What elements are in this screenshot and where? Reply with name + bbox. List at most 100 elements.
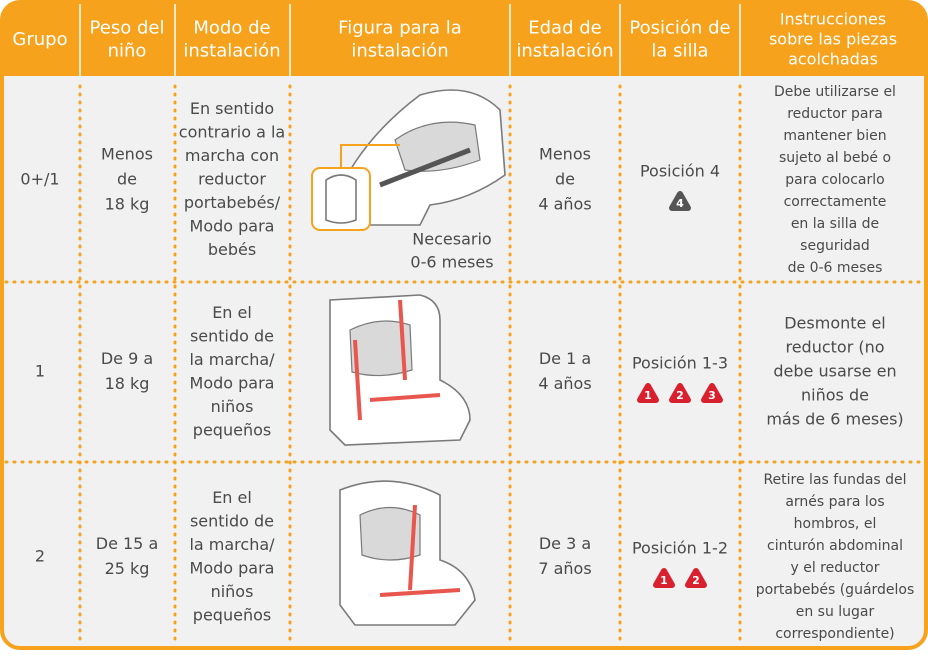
position-badge: 4 (669, 191, 691, 211)
instructions-text: debe usarse en (773, 362, 896, 381)
header-separators (79, 4, 741, 76)
group-text: 2 (35, 547, 45, 566)
position-badge: 2 (685, 568, 707, 588)
header-cell: sobre las piezas (769, 30, 897, 49)
instructions-text: reductor (no (785, 338, 884, 357)
instructions-text: sujeto al bebé o (779, 150, 891, 166)
weight-text: de (117, 170, 137, 189)
badge-number: 1 (644, 389, 652, 402)
mode-text: niños (211, 397, 254, 416)
position-badge: 3 (701, 383, 723, 403)
badge-number: 3 (708, 389, 716, 402)
instructions-text: Desmonte el (784, 314, 886, 333)
instructions-text: y el reductor (790, 560, 879, 576)
weight-text: 18 kg (105, 195, 150, 214)
position-text: Posición 1-3 (632, 354, 728, 373)
header-cell: Grupo (12, 29, 67, 50)
header-cell: Posición de (629, 18, 730, 39)
mode-text: sentido de (190, 511, 274, 530)
instructions-text: correspondiente) (775, 626, 894, 642)
instructions-text: correctamente (784, 194, 887, 210)
header-cell: Modo de (193, 18, 270, 39)
weight-text: 25 kg (105, 559, 150, 578)
age-text: De 1 a (539, 349, 591, 368)
mode-text: niños (211, 582, 254, 601)
badge-number: 1 (660, 574, 668, 587)
instructions-text: niños de (801, 386, 869, 405)
position-badge: 2 (669, 383, 691, 403)
position-text: Posición 4 (640, 162, 720, 181)
header-cell: acolchadas (788, 50, 878, 69)
instructions-text: en la silla de (791, 216, 879, 232)
badge-shape (653, 568, 675, 588)
mode-text: Modo para (190, 217, 275, 236)
header-cell: niño (108, 41, 147, 62)
header-cell: la silla (651, 41, 708, 62)
mode-text: pequeños (193, 605, 271, 624)
figure-caption: 0-6 meses (410, 253, 493, 272)
header-cell: instalación (516, 41, 613, 62)
header-cell: Peso del (90, 18, 165, 39)
instructions-text: en su lugar (796, 604, 875, 620)
instructions-text: portabebés (guárdelos (756, 582, 915, 598)
instructions-text: hombros, el (794, 516, 877, 532)
badge-shape (669, 191, 691, 211)
badge-number: 4 (676, 197, 684, 210)
instructions-text: para colocarlo (785, 172, 884, 188)
instructions-text: seguridad (800, 238, 870, 254)
instructions-text: reductor para (787, 106, 883, 122)
header-cell: Instrucciones (780, 10, 886, 29)
header-cell: Figura para la (338, 18, 462, 39)
badge-shape (669, 383, 691, 403)
group-text: 0+/1 (20, 170, 59, 189)
age-text: 7 años (538, 559, 591, 578)
instructions-text: más de 6 meses) (766, 410, 903, 429)
mode-text: reductor (198, 170, 266, 189)
weight-text: De 9 a (101, 349, 153, 368)
mode-text: contrario a la (179, 123, 285, 142)
mode-text: bebés (208, 240, 256, 259)
group-text: 1 (35, 362, 45, 381)
header-cell: instalación (183, 41, 280, 62)
instructions-text: Retire las fundas del (763, 472, 906, 488)
mode-text: En el (212, 303, 252, 322)
age-text: 4 años (538, 374, 591, 393)
mode-text: la marcha/ (189, 535, 275, 554)
badge-number: 2 (676, 389, 684, 402)
badge-shape (685, 568, 707, 588)
age-text: 4 años (538, 195, 591, 214)
mode-text: Modo para (190, 373, 275, 392)
figure-booster-seat (339, 480, 476, 626)
weight-text: De 15 a (96, 534, 159, 553)
figure-caption: Necesario (412, 230, 491, 249)
mode-text: marcha con (185, 146, 279, 165)
instructions-text: arnés para los (785, 494, 884, 510)
mode-text: Modo para (190, 558, 275, 577)
position-badge: 1 (637, 383, 659, 403)
weight-text: Menos (101, 145, 153, 164)
instructions-text: cinturón abdominal (767, 538, 903, 554)
header-band (2, 2, 926, 76)
mode-text: En el (212, 488, 252, 507)
instructions-text: mantener bien (783, 128, 886, 144)
header-cell: Edad de (528, 18, 601, 39)
age-text: De 3 a (539, 534, 591, 553)
mode-text: sentido de (190, 326, 274, 345)
age-text: Menos (539, 145, 591, 164)
figure-rear-facing (311, 89, 506, 231)
mode-text: pequeños (193, 420, 271, 439)
badge-shape (701, 383, 723, 403)
badge-number: 2 (692, 574, 700, 587)
position-text: Posición 1-2 (632, 539, 728, 558)
figure-harness-seat (329, 294, 471, 446)
badge-shape (637, 383, 659, 403)
mode-text: portabebés/ (184, 193, 281, 212)
header-cell: instalación (351, 41, 448, 62)
weight-text: 18 kg (105, 374, 150, 393)
position-badge: 1 (653, 568, 675, 588)
mode-text: En sentido (190, 99, 274, 118)
age-text: de (555, 170, 575, 189)
mode-text: la marcha/ (189, 350, 275, 369)
body-separators (4, 84, 924, 642)
